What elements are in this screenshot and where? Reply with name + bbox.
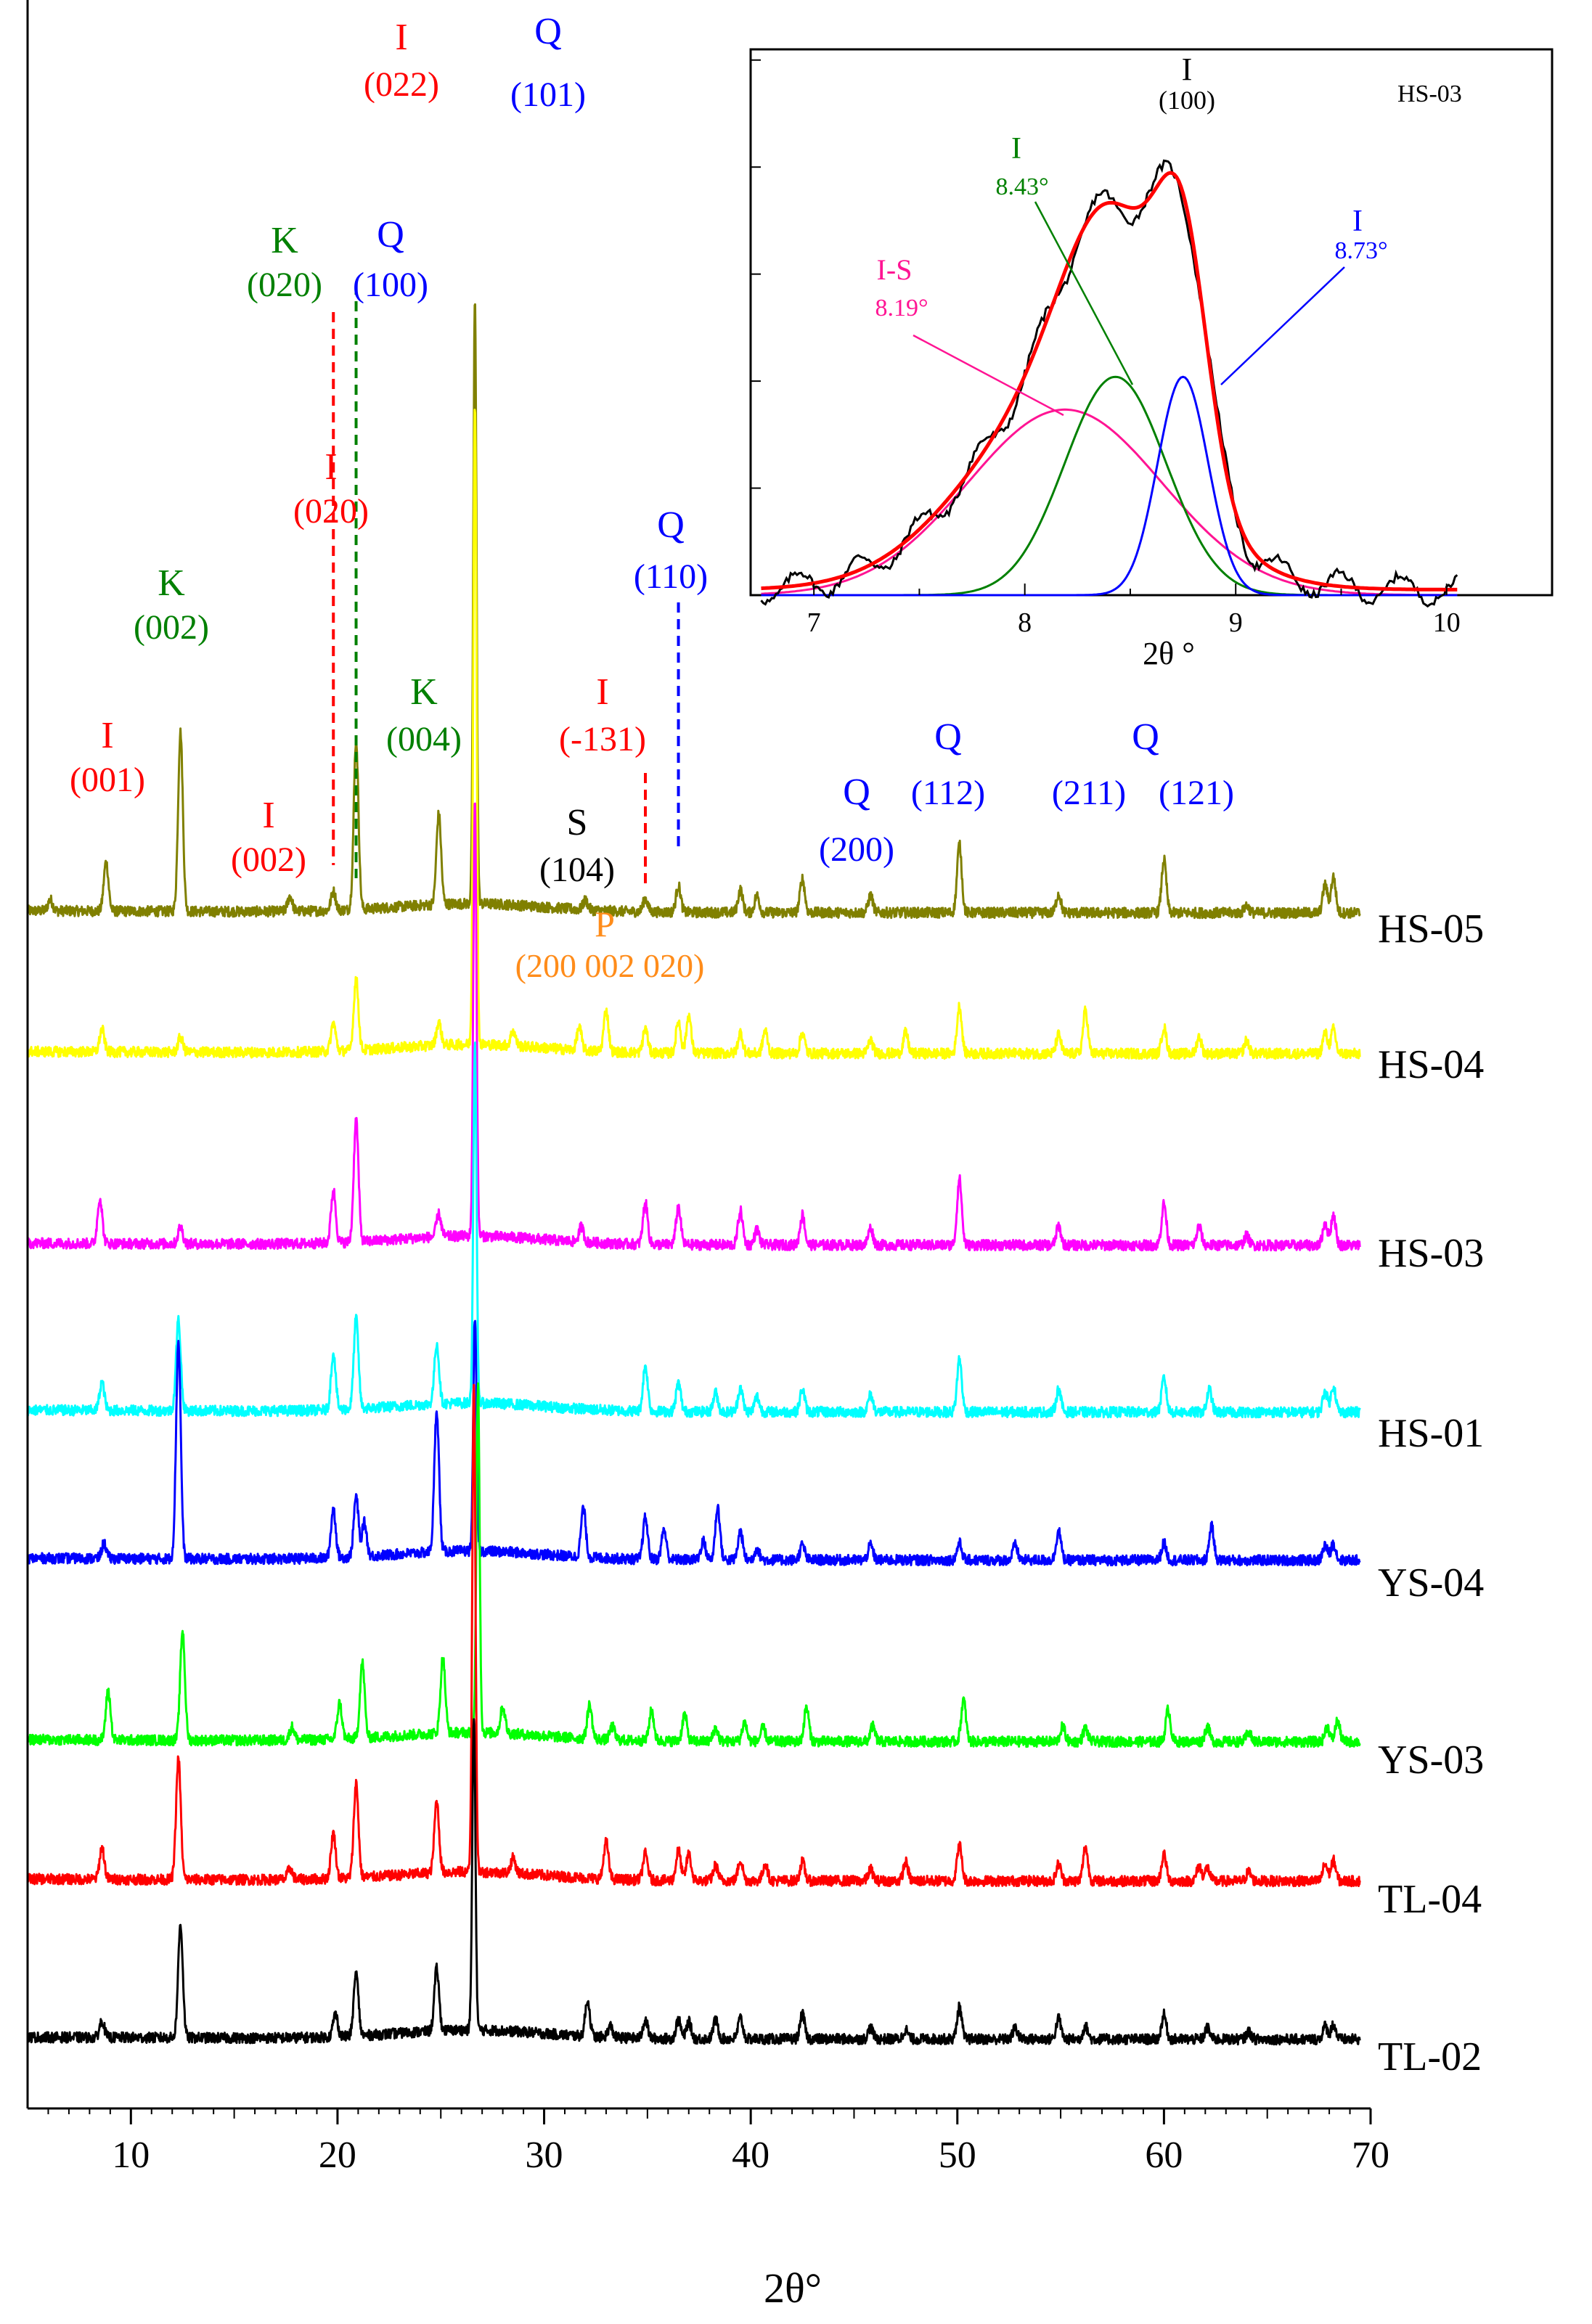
inset-frame — [749, 48, 1554, 597]
series-label-tl-02: TL-02 — [1378, 2034, 1482, 2079]
x-axis-title: 2θ° — [764, 2264, 822, 2312]
peak-label-q-112-mineral: Q — [934, 716, 962, 758]
series-label-tl-04: TL-04 — [1378, 1877, 1482, 1922]
peak-label-k-002-mineral: K — [158, 562, 185, 604]
series-label-hs-01: HS-01 — [1378, 1411, 1484, 1456]
x-tick-label-70: 70 — [1352, 2135, 1389, 2176]
series-line-hs-04 — [27, 409, 1361, 1060]
inset-x-tick-label-8: 8 — [1018, 607, 1032, 638]
peak-label-i-001-index: (001) — [70, 761, 145, 799]
inset-i2-name: I — [1352, 205, 1363, 238]
peak-label-i-002-mineral: I — [262, 795, 274, 836]
peak-label-i-002-index: (002) — [231, 840, 306, 879]
inset-i1-leader — [1034, 201, 1134, 385]
peak-label-k-020-mineral: K — [271, 220, 298, 261]
x-tick-label-50: 50 — [939, 2135, 976, 2176]
series-line-hs-05 — [26, 303, 1361, 920]
series-label-hs-05: HS-05 — [1378, 907, 1484, 952]
inset-is-value: 8.19° — [875, 295, 928, 322]
series-line-ys-04 — [26, 1319, 1361, 1567]
inset-title: HS-03 — [1397, 81, 1462, 107]
main-axes — [26, 0, 1371, 2110]
series-line-hs-01 — [26, 1042, 1361, 1419]
peak-label-p-200-index: (200 002 020) — [515, 947, 705, 984]
x-axis-ticks: 10 20 30 40 50 60 70 — [47, 2108, 1389, 2176]
inset-y-axis-ticks — [751, 59, 761, 489]
series-line-tl-02 — [26, 1718, 1361, 2046]
peak-label-q-121-index: (121) — [1159, 774, 1234, 812]
inset-peak-index: (100) — [1159, 86, 1215, 115]
peak-label-q-200-mineral: Q — [843, 772, 870, 813]
inset-i1-name: I — [1011, 132, 1021, 165]
peak-label-i-131-index: (-131) — [559, 720, 646, 758]
peak-label-k-004-mineral: K — [410, 671, 438, 713]
peak-label-q-100-index: (100) — [353, 266, 428, 304]
inset-i2-value: 8.73° — [1334, 237, 1387, 264]
inset-x-tick-label-7: 7 — [807, 607, 821, 638]
inset-peak-mineral: I — [1182, 52, 1193, 87]
series-label-hs-03: HS-03 — [1378, 1231, 1484, 1276]
peak-label-q-100-mineral: Q — [377, 214, 404, 255]
peak-label-q-101-mineral: Q — [534, 11, 562, 52]
series-label-hs-04: HS-04 — [1378, 1042, 1484, 1087]
series-line-hs-03 — [26, 802, 1361, 1252]
inset-x-tick-label-9: 9 — [1229, 607, 1243, 638]
inset-x-axis-ticks: 7 8 9 10 — [807, 584, 1553, 638]
peak-label-q-211-index: (211) — [1052, 774, 1126, 812]
series-line-tl-04 — [26, 1383, 1361, 1888]
series-label-layer: HS-05 HS-04 HS-03 HS-01 YS-04 YS-03 TL-0… — [1378, 907, 1484, 2079]
inset-panel: 7 8 9 10 HS-03 2θ ° I (100) I-S 8.19° I 8.4… — [749, 48, 1554, 671]
peak-label-k-004-index: (004) — [386, 720, 462, 758]
inset-i2-leader — [1220, 266, 1345, 385]
series-label-ys-03: YS-03 — [1378, 1738, 1484, 1783]
peak-label-q-110-mineral: Q — [657, 504, 685, 546]
x-tick-label-30: 30 — [526, 2135, 563, 2176]
inset-x-tick-label-10: 10 — [1433, 607, 1461, 638]
peak-label-i-020-mineral: I — [324, 446, 337, 488]
peak-label-k-020-index: (020) — [247, 266, 322, 304]
peak-label-s-104-mineral: S — [567, 802, 588, 843]
peak-label-i-131-mineral: I — [596, 671, 608, 713]
x-tick-label-10: 10 — [112, 2135, 150, 2176]
peak-label-q-200-index: (200) — [819, 830, 894, 869]
pattern-series-layer — [26, 303, 1361, 2046]
peak-label-q-101-index: (101) — [510, 75, 586, 114]
peak-label-q-211-121-mineral: Q — [1132, 716, 1159, 758]
inset-measured-curve — [760, 159, 1458, 608]
x-tick-label-60: 60 — [1145, 2135, 1183, 2176]
peak-label-i-020-index: (020) — [293, 492, 369, 531]
inset-i1-value: 8.43° — [995, 173, 1048, 200]
x-tick-label-20: 20 — [319, 2135, 356, 2176]
peak-label-q-112-index: (112) — [911, 774, 985, 812]
peak-label-i-022-index: (022) — [364, 65, 439, 104]
peak-label-k-002-index: (002) — [134, 608, 209, 647]
inset-is-name: I-S — [877, 253, 913, 286]
peak-guide-layer — [332, 285, 680, 884]
peak-label-i-022-mineral: I — [395, 17, 407, 58]
x-tick-label-40: 40 — [732, 2135, 770, 2176]
peak-annotation-layer: I (001) K (002) I (002) I (020) K (020) … — [70, 11, 1234, 984]
series-label-ys-04: YS-04 — [1378, 1560, 1484, 1605]
peak-label-i-001-mineral: I — [101, 715, 113, 756]
series-line-ys-03 — [26, 1382, 1361, 1748]
peak-label-q-110-index: (110) — [634, 557, 708, 596]
peak-label-s-104-index: (104) — [539, 851, 615, 889]
peak-label-p-200-mineral: P — [595, 904, 615, 944]
inset-x-axis-title: 2θ ° — [1143, 636, 1195, 671]
inset-is-leader — [913, 334, 1064, 417]
inset-fit-curve — [761, 171, 1458, 592]
